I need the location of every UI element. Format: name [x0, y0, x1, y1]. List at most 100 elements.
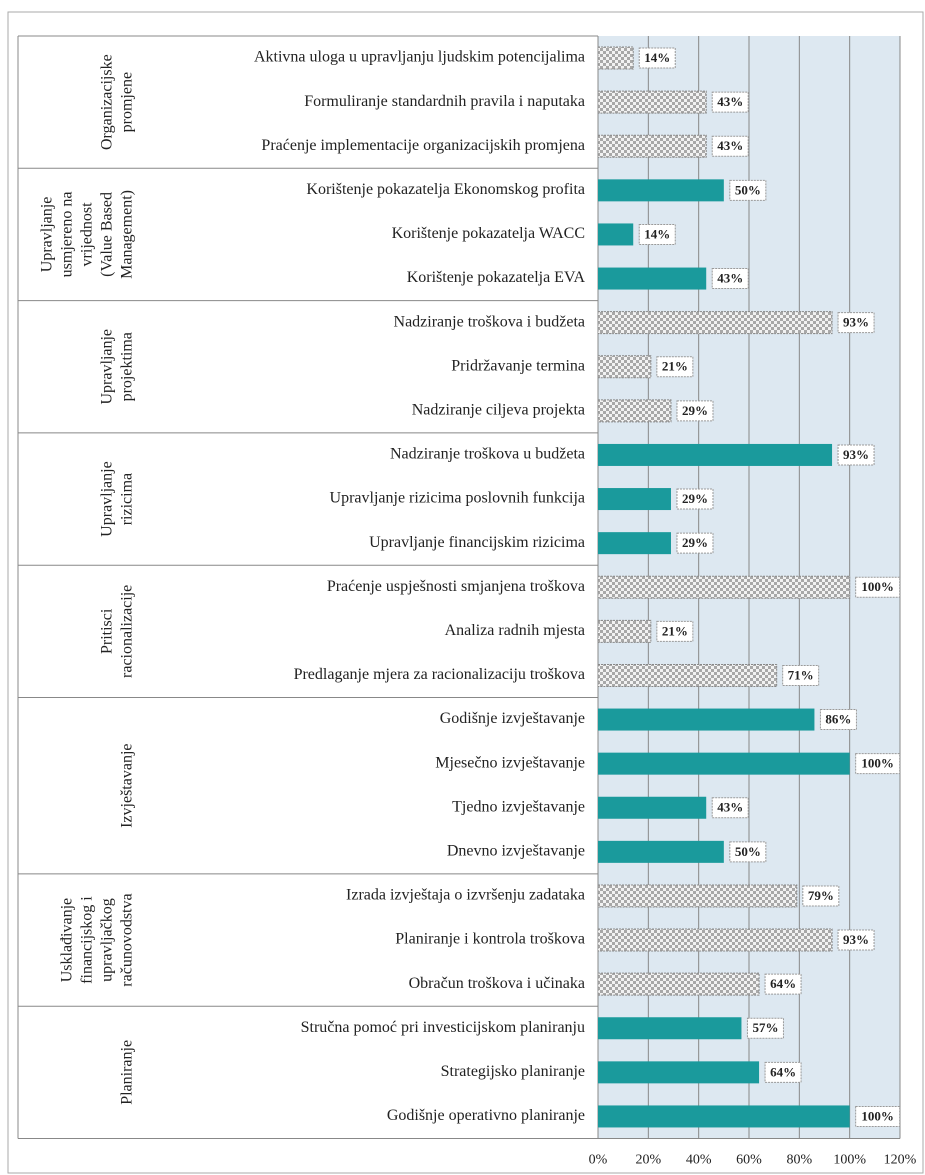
- category-label: Praćenje uspješnosti smjanjena troškova: [327, 578, 585, 595]
- value-label-box: [711, 797, 749, 819]
- category-label: Godišnje izvještavanje: [440, 710, 585, 727]
- bar: [597, 90, 707, 114]
- category-label: Obračun troškova i učinaka: [409, 975, 585, 992]
- value-label-box: [676, 532, 714, 554]
- value-label-box: [855, 1105, 901, 1127]
- group-label: računovodstva: [119, 893, 136, 986]
- group-label: Pritisci: [99, 608, 116, 654]
- x-tick-label: 80%: [786, 1153, 812, 1168]
- value-label: 57%: [752, 1020, 778, 1035]
- value-label: 93%: [843, 315, 869, 330]
- group-label: promjene: [119, 72, 136, 132]
- value-label-box: [711, 268, 749, 290]
- group-label: financijskog i: [79, 896, 96, 984]
- category-label: Stručna pomoć pri investicijskom planira…: [301, 1019, 585, 1036]
- value-label: 93%: [843, 932, 869, 947]
- bar: [598, 1105, 850, 1128]
- group-label: Management): [119, 190, 136, 279]
- bar: [597, 355, 652, 379]
- bar: [597, 311, 833, 335]
- category-label: Korištenje pokazatelja EVA: [407, 269, 586, 286]
- bar: [597, 134, 707, 158]
- group-label: (Value Based: [99, 192, 116, 277]
- category-label: Godišnje operativno planiranje: [387, 1107, 585, 1124]
- bar: [598, 1061, 760, 1084]
- category-label: Pridržavanje termina: [451, 357, 585, 374]
- group-label: rizicima: [119, 473, 136, 525]
- value-label: 100%: [861, 1108, 894, 1123]
- category-label: Upravljanje financijskim rizicima: [369, 534, 585, 551]
- value-label: 50%: [735, 182, 761, 197]
- bar: [598, 179, 724, 202]
- value-label: 21%: [662, 623, 688, 638]
- value-label: 43%: [717, 94, 743, 109]
- value-label: 100%: [861, 756, 894, 771]
- bar: [598, 488, 671, 511]
- bar: [598, 752, 850, 775]
- category-label: Predlaganje mjera za racionalizaciju tro…: [294, 666, 585, 683]
- group-label: Organizacijske: [99, 54, 116, 150]
- value-label-box: [676, 400, 714, 422]
- category-label: Analiza radnih mjesta: [445, 622, 585, 639]
- value-label: 14%: [644, 226, 670, 241]
- category-label: Izrada izvještaja o izvršenju zadataka: [346, 887, 585, 904]
- value-label: 71%: [788, 667, 814, 682]
- value-label: 100%: [861, 579, 894, 594]
- value-label-box: [729, 841, 767, 863]
- value-label-box: [638, 223, 676, 245]
- category-label: Strategijsko planiranje: [441, 1063, 585, 1080]
- group-label: vrijednost: [79, 202, 96, 267]
- category-label: Dnevno izvještavanje: [447, 843, 585, 860]
- bar: [598, 267, 707, 290]
- value-label: 29%: [682, 491, 708, 506]
- value-label: 43%: [717, 271, 743, 286]
- group-label: Izvještavanje: [119, 743, 136, 827]
- value-label: 93%: [843, 447, 869, 462]
- bar: [597, 399, 672, 423]
- value-label: 14%: [644, 50, 670, 65]
- value-label-box: [711, 91, 749, 113]
- value-label-box: [656, 356, 694, 378]
- group-label: projektima: [119, 332, 136, 401]
- category-label: Nadziranje ciljeva projekta: [412, 402, 585, 419]
- value-label: 29%: [682, 535, 708, 550]
- category-label: Korištenje pokazatelja Ekonomskog profit…: [306, 181, 585, 198]
- value-label-box: [855, 576, 901, 598]
- group-label: Upravljanje: [99, 329, 116, 405]
- category-label: Mjesečno izvještavanje: [435, 754, 585, 771]
- category-label: Praćenje implementacije organizacijskih …: [261, 137, 585, 154]
- bar: [597, 619, 652, 643]
- category-label: Korištenje pokazatelja WACC: [392, 225, 585, 242]
- bar: [598, 840, 724, 863]
- value-label: 43%: [717, 138, 743, 153]
- value-label-box: [746, 1017, 784, 1039]
- bar: [597, 46, 634, 70]
- bar: [598, 708, 815, 731]
- category-label: Planiranje i kontrola troškova: [395, 931, 585, 948]
- frame: [7, 11, 924, 1174]
- value-label: 86%: [825, 712, 851, 727]
- x-tick-label: 120%: [884, 1153, 917, 1168]
- bar: [598, 443, 833, 466]
- bar: [597, 663, 778, 687]
- bar: [597, 972, 760, 996]
- group-label: Upravljanje: [99, 461, 116, 537]
- value-label: 64%: [770, 1064, 796, 1079]
- bar: [598, 796, 707, 819]
- value-label-box: [802, 885, 840, 907]
- x-tick-label: 20%: [635, 1153, 661, 1168]
- value-label-box: [729, 179, 767, 201]
- category-label: Aktivna uloga u upravljanju ljudskim pot…: [254, 49, 585, 66]
- value-label-box: [855, 753, 901, 775]
- value-label-box: [764, 1061, 802, 1083]
- bar: [597, 928, 833, 952]
- group-label: usmjereno na: [59, 192, 76, 278]
- x-tick-label: 60%: [736, 1153, 762, 1168]
- value-label-box: [764, 973, 802, 995]
- value-label-box: [711, 135, 749, 157]
- group-label: Planiranje: [119, 1040, 136, 1105]
- value-label: 43%: [717, 800, 743, 815]
- value-label-box: [837, 929, 875, 951]
- x-tick-label: 0%: [589, 1153, 608, 1168]
